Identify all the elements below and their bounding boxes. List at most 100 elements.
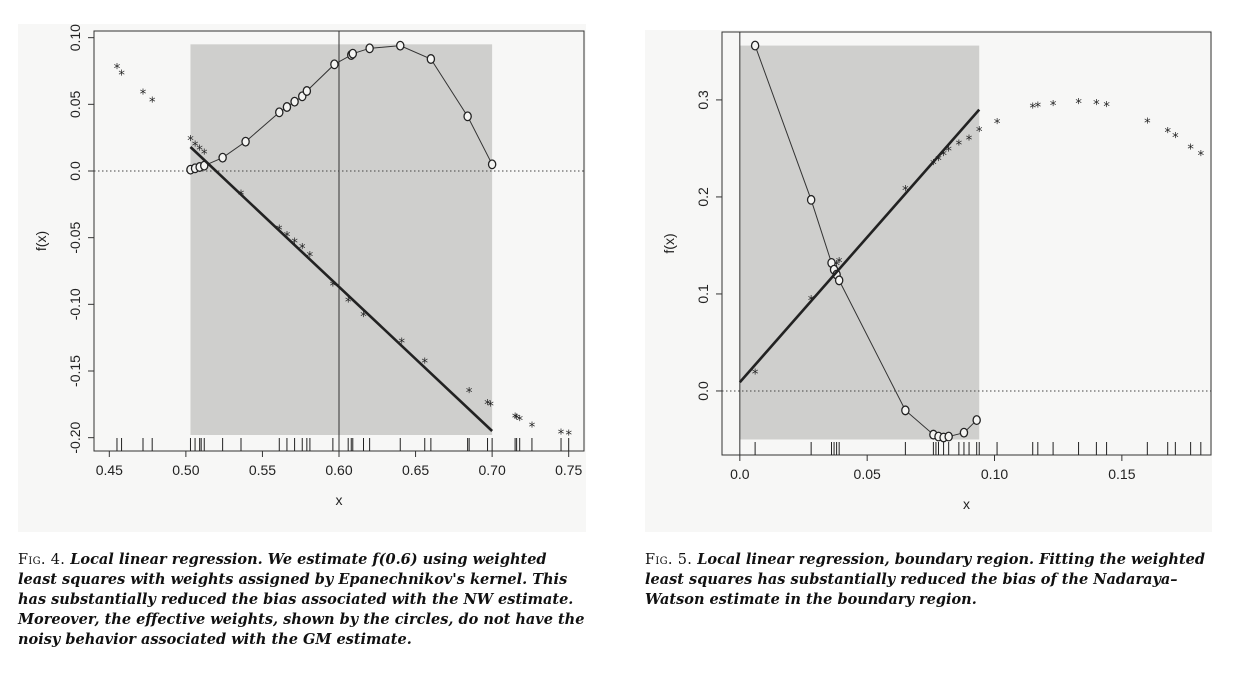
x-axis-label: x bbox=[336, 492, 343, 508]
data-point-star: * bbox=[836, 256, 843, 271]
data-point-star: * bbox=[976, 125, 983, 140]
data-point-star: * bbox=[1187, 142, 1194, 157]
data-point-star: * bbox=[565, 429, 572, 444]
effective-weight-point bbox=[218, 152, 227, 163]
y-tick-label: -0.20 bbox=[67, 422, 83, 454]
y-tick-label: 0.0 bbox=[67, 161, 83, 181]
data-point-star: * bbox=[299, 242, 306, 257]
data-point-star: * bbox=[118, 69, 125, 84]
x-tick-label: 0.0 bbox=[730, 466, 750, 482]
effective-weight-point bbox=[901, 405, 910, 416]
data-point-star: * bbox=[1050, 99, 1057, 114]
data-point-star: * bbox=[752, 368, 759, 383]
figure-4-caption-text: Local linear regression. We estimate f(0… bbox=[18, 551, 585, 648]
y-tick-label: 0.1 bbox=[695, 284, 711, 304]
data-point-star: * bbox=[149, 95, 156, 110]
y-tick-label: 0.10 bbox=[67, 24, 83, 51]
data-point-star: * bbox=[1144, 116, 1151, 131]
x-tick-label: 0.65 bbox=[402, 462, 429, 478]
effective-weight-point bbox=[972, 415, 981, 426]
local-linear-fit-line bbox=[189, 146, 494, 432]
data-point-star: * bbox=[1164, 126, 1171, 141]
y-axis-label: f(x) bbox=[661, 233, 677, 253]
data-point-star: * bbox=[196, 143, 203, 158]
figure-5-panel: *************************0.00.050.100.15… bbox=[645, 30, 1212, 532]
kernel-window-shading bbox=[739, 45, 980, 440]
figure-5-chart: *************************0.00.050.100.15… bbox=[661, 31, 1212, 512]
x-tick-label: 0.15 bbox=[1108, 466, 1135, 482]
x-axis-label: x bbox=[963, 496, 970, 512]
effective-weight-point bbox=[290, 96, 299, 107]
effective-weight-point bbox=[487, 159, 497, 170]
data-point-star: * bbox=[945, 144, 952, 159]
data-point-star: * bbox=[399, 337, 406, 352]
data-point-star: * bbox=[1075, 97, 1082, 112]
y-tick-label: 0.0 bbox=[695, 381, 711, 401]
figure-5-caption-text: Local linear regression, boundary region… bbox=[645, 551, 1206, 608]
data-point-star: * bbox=[201, 147, 208, 162]
effective-weight-point bbox=[395, 40, 405, 51]
data-point-star: * bbox=[330, 279, 337, 294]
x-tick-label: 0.75 bbox=[555, 462, 582, 478]
x-tick-label: 0.50 bbox=[172, 462, 199, 478]
data-point-star: * bbox=[1093, 98, 1100, 113]
data-point-star: * bbox=[487, 399, 494, 414]
data-point-star: * bbox=[140, 87, 147, 102]
effective-weight-point bbox=[944, 431, 953, 442]
data-point-star: * bbox=[930, 158, 937, 173]
data-point-star: * bbox=[1035, 101, 1042, 116]
x-tick-label: 0.55 bbox=[249, 462, 276, 478]
data-point-star: * bbox=[512, 411, 519, 426]
data-point-star: * bbox=[345, 295, 352, 310]
x-tick-label: 0.05 bbox=[854, 466, 881, 482]
y-tick-label: -0.05 bbox=[67, 222, 83, 254]
data-point-star: * bbox=[484, 398, 491, 413]
data-point-star: * bbox=[307, 250, 314, 265]
x-tick-label: 0.45 bbox=[96, 462, 123, 478]
data-point-star: * bbox=[558, 427, 565, 442]
local-linear-fit-line bbox=[738, 108, 981, 384]
data-point-star: * bbox=[360, 310, 367, 325]
effective-weight-point bbox=[959, 427, 969, 438]
data-point-star: * bbox=[994, 117, 1001, 132]
data-point-star: * bbox=[516, 414, 523, 429]
effective-weight-point bbox=[241, 136, 250, 147]
effective-weight-point bbox=[330, 59, 339, 70]
figure-4-panel: ****************************0.450.500.55… bbox=[18, 24, 586, 532]
data-point-star: * bbox=[940, 149, 947, 164]
kernel-window-shading bbox=[190, 44, 493, 435]
effective-weight-point bbox=[463, 111, 472, 122]
data-point-star: * bbox=[935, 154, 942, 169]
data-point-star: * bbox=[956, 139, 963, 154]
data-point-star: * bbox=[529, 421, 536, 436]
y-tick-label: -0.15 bbox=[67, 355, 83, 387]
effective-weight-point bbox=[806, 194, 816, 205]
figure-5-caption: Fig. 5. Local linear regression, boundar… bbox=[645, 550, 1220, 610]
figure-5-number: Fig. 5. bbox=[645, 552, 693, 568]
data-point-star: * bbox=[513, 413, 520, 428]
data-point-star: * bbox=[466, 386, 473, 401]
effective-weight-point bbox=[834, 275, 844, 286]
effective-weight-point bbox=[348, 48, 358, 59]
data-point-star: * bbox=[1198, 149, 1205, 164]
plot-frame bbox=[721, 31, 1212, 456]
figure-4-number: Fig. 4. bbox=[18, 552, 66, 568]
figure-4-chart: ****************************0.450.500.55… bbox=[33, 24, 585, 508]
data-point-star: * bbox=[1103, 100, 1110, 115]
data-point-star: * bbox=[422, 357, 429, 372]
x-tick-label: 0.60 bbox=[325, 462, 352, 478]
effective-weight-point bbox=[750, 40, 760, 51]
x-tick-label: 0.10 bbox=[981, 466, 1008, 482]
y-tick-label: 0.05 bbox=[67, 90, 83, 117]
figure-4-caption: Fig. 4. Local linear regression. We esti… bbox=[18, 550, 590, 650]
data-point-star: * bbox=[187, 134, 194, 149]
data-point-star: * bbox=[1029, 102, 1036, 117]
y-tick-label: 0.2 bbox=[695, 187, 711, 207]
effective-weight-point bbox=[282, 102, 292, 112]
y-tick-label: -0.10 bbox=[67, 288, 83, 320]
x-tick-label: 0.70 bbox=[479, 462, 506, 478]
y-tick-label: 0.3 bbox=[695, 90, 711, 110]
effective-weight-point bbox=[275, 107, 284, 118]
effective-weight-point bbox=[302, 86, 312, 96]
data-point-star: * bbox=[114, 62, 121, 77]
